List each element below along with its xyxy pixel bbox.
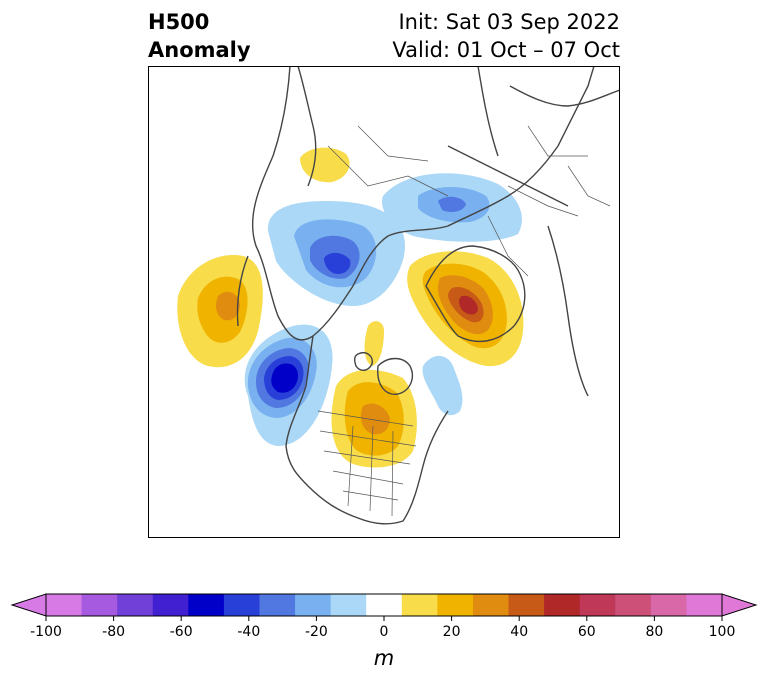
colorbar-swatch [686,594,723,616]
title-quantity: Anomaly [148,38,251,62]
colorbar-swatch [650,594,687,616]
colorbar-unit-label: m [373,646,395,670]
atlantic-trough-contours [422,355,463,416]
valid-range: Valid: 01 Oct – 07 Oct [392,38,620,62]
political-borders [317,125,611,517]
colorbar-tick-label: 20 [443,624,461,638]
map-title-left: H500 Anomaly [148,8,251,64]
map-title-right: Init: Sat 03 Sep 2022 Valid: 01 Oct – 07… [392,8,620,64]
coastlines [236,66,620,525]
colorbar-tick-label: 40 [510,624,528,638]
colorbar-tick-label: -20 [305,624,328,638]
colorbar-swatches [10,593,758,617]
colorbar-swatch [223,594,260,616]
init-date: Init: Sat 03 Sep 2022 [398,10,620,34]
colorbar-swatch [330,594,367,616]
colorbar-swatch [81,594,118,616]
colorbar-swatch [259,594,296,616]
colorbar-swatch [579,594,616,616]
colorbar-swatch [472,594,510,616]
colorbar-swatch [366,594,403,616]
colorbar-ticks: -100 -80 -60 -40 -20 0 20 40 60 80 100 [30,616,735,638]
colorbar-swatch [152,594,189,616]
north-pacific-ridge-contours [177,255,263,368]
anomaly-map [148,66,620,538]
colorbar-tick-label: 80 [645,624,663,638]
colorbar-swatch [615,594,652,616]
colorbar-under-arrow [10,593,47,617]
colorbar-tick-label: 100 [709,624,736,638]
colorbar-swatch [401,594,438,616]
colorbar-swatch [117,594,154,616]
colorbar-swatch [295,594,332,616]
colorbar: -100 -80 -60 -40 -20 0 20 40 60 80 100 [10,593,758,638]
colorbar-tick-label: 0 [380,624,389,638]
colorbar-swatch [46,594,83,616]
colorbar-tick-label: 60 [578,624,596,638]
greenland-ridge-contours [407,251,524,367]
colorbar-tick-label: -60 [170,624,193,638]
colorbar-swatch [188,594,225,616]
colorbar-tick-label: -80 [102,624,125,638]
colorbar-tick-label: -40 [237,624,260,638]
barents-trough-contours [382,173,522,242]
siberian-trough-contours [267,201,405,306]
colorbar-over-arrow [721,593,758,617]
colorbar-swatch [544,594,581,616]
colorbar-tick-label: -100 [30,624,62,638]
colorbar-swatch [508,594,545,616]
title-variable: H500 [148,10,210,34]
colorbar-swatch [437,594,474,616]
